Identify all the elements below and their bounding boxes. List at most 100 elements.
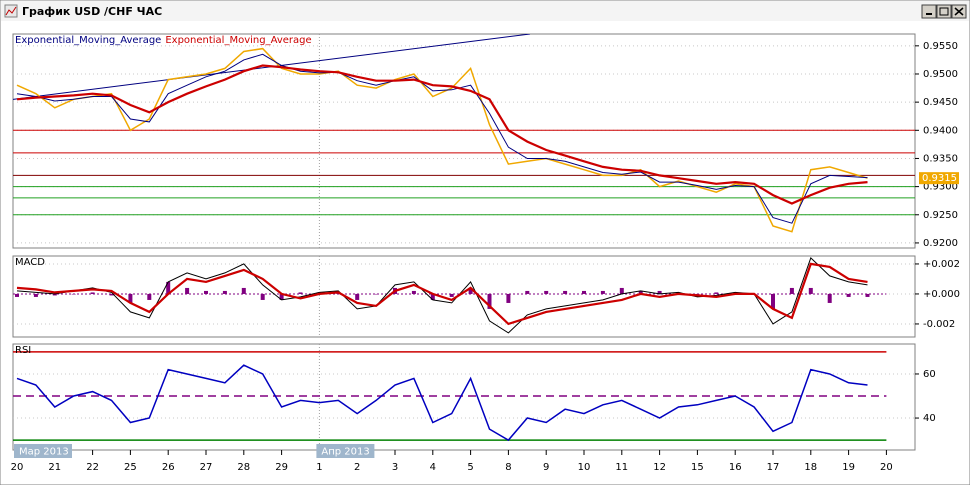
histogram-bar	[771, 293, 775, 309]
y-tick-label: 0.9250	[923, 210, 958, 221]
price-line	[16, 47, 868, 233]
series-line	[16, 257, 868, 334]
panel-title: RSI	[15, 345, 31, 356]
x-tick-label: 12	[653, 462, 666, 473]
x-tick-label: 1	[316, 462, 322, 473]
histogram-bar	[808, 287, 813, 294]
x-tick-label: 19	[842, 462, 855, 473]
x-tick-label: 10	[578, 462, 591, 473]
x-tick-label: 28	[237, 462, 250, 473]
last-price-box	[919, 172, 959, 185]
y-tick-label: 0.9550	[923, 41, 958, 52]
histogram-bar	[789, 287, 794, 294]
histogram-bar	[147, 293, 152, 300]
y-tick-label: +0.000	[923, 289, 960, 300]
x-tick-label: 29	[275, 462, 288, 473]
y-tick-label: -0.002	[923, 319, 955, 330]
histogram-bar	[166, 281, 171, 294]
x-tick-label: 3	[392, 462, 398, 473]
price-line	[16, 364, 868, 442]
histogram-bar	[619, 287, 624, 294]
month-label: Мар 2013	[19, 447, 69, 458]
histogram-bar	[827, 293, 832, 303]
histogram-bar	[222, 290, 227, 294]
price-panel	[12, 33, 916, 249]
histogram-bar	[128, 293, 133, 303]
legend-entry: Exponential_Moving_Average	[165, 35, 311, 46]
histogram-bar	[846, 293, 851, 297]
rsi-panel	[12, 343, 916, 451]
window-title: График USD /CHF ЧАС	[22, 5, 162, 18]
histogram-bar	[563, 290, 568, 294]
histogram-bar	[582, 290, 586, 294]
x-tick-label: 8	[505, 462, 511, 473]
series-line	[16, 262, 868, 326]
x-tick-label: 17	[767, 462, 780, 473]
plot-area	[13, 34, 915, 244]
y-tick-label: 60	[923, 369, 936, 380]
histogram-bar	[204, 290, 208, 294]
maximize-glyph	[939, 7, 949, 16]
histogram-bar	[657, 290, 662, 294]
macd-panel	[12, 255, 916, 338]
month-label: Апр 2013	[321, 447, 369, 458]
maximize-button[interactable]	[936, 4, 952, 19]
y-tick-label: 40	[923, 413, 936, 424]
x-tick-label: 5	[467, 462, 473, 473]
month-label-box	[14, 444, 72, 458]
y-tick-label: 0.9350	[923, 153, 958, 164]
y-tick-label: 0.9200	[923, 238, 958, 249]
x-tick-label: 26	[162, 462, 175, 473]
x-tick-label: 11	[615, 462, 628, 473]
histogram-bar	[468, 287, 473, 294]
plot-area	[13, 257, 915, 334]
histogram-bar	[374, 293, 379, 295]
x-tick-label: 18	[804, 462, 817, 473]
x-tick-label: 27	[200, 462, 213, 473]
histogram-bar	[714, 292, 719, 294]
series-line	[16, 64, 868, 205]
histogram-bar	[71, 293, 76, 295]
x-tick-label: 16	[729, 462, 742, 473]
x-tick-label: 20	[11, 462, 24, 473]
histogram-bar	[52, 293, 57, 296]
histogram-bar	[15, 293, 19, 297]
y-tick-label: 0.9500	[923, 69, 958, 80]
histogram-bar	[865, 293, 870, 297]
y-tick-label: 0.9450	[923, 97, 958, 108]
histogram-bar	[260, 293, 265, 300]
y-tick-label: 0.9300	[923, 182, 958, 193]
histogram-bar	[638, 290, 643, 294]
last-price-label: 0.9315	[922, 173, 957, 184]
histogram-bar	[544, 290, 549, 294]
histogram-bar	[279, 293, 284, 300]
window-icon-glyph	[5, 6, 17, 16]
y-tick-label: +0.002	[923, 259, 960, 270]
x-tick-label: 22	[86, 462, 99, 473]
x-tick-label: 21	[48, 462, 61, 473]
histogram-bar	[600, 290, 605, 294]
histogram-bar	[185, 287, 190, 294]
histogram-bar	[487, 293, 492, 309]
x-tick-label: 9	[543, 462, 549, 473]
histogram-bar	[241, 287, 246, 294]
y-tick-label: 0.9400	[923, 125, 958, 136]
histogram-bar	[411, 290, 416, 294]
plot-area	[13, 351, 915, 442]
legend-entry: Exponential_Moving_Average	[15, 35, 161, 46]
histogram-bar	[525, 290, 530, 294]
minimize-button[interactable]	[921, 4, 937, 19]
month-label-box	[316, 444, 375, 458]
x-tick-label: 4	[430, 462, 436, 473]
window-icon	[4, 4, 18, 18]
x-tick-label: 2	[354, 462, 360, 473]
histogram-bar	[449, 293, 454, 297]
title-bar	[1, 1, 969, 21]
histogram-bar	[109, 293, 114, 296]
histogram-bar	[430, 293, 435, 300]
histogram-bar	[90, 292, 95, 294]
x-tick-label: 15	[691, 462, 704, 473]
histogram-bar	[33, 293, 38, 297]
window-buttons	[921, 4, 967, 19]
